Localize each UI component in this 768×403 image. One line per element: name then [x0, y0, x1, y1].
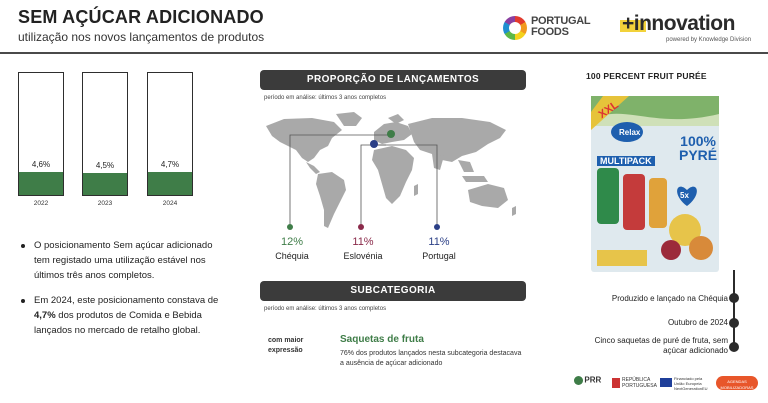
pack-multipack: MULTIPACK — [597, 156, 655, 166]
bar-fill-2022 — [19, 172, 63, 195]
czechia-pct: 12% — [280, 236, 304, 248]
bar-year-2022: 2022 — [33, 200, 49, 207]
bar-2022: 4,6% — [18, 72, 64, 196]
footer-logos: PRR REPÚBLICA PORTUGUESA Financiado pela… — [574, 376, 759, 391]
czechia-map-dot — [387, 130, 395, 138]
share-2024-value: 4,7% — [34, 310, 56, 321]
bullet-stable-usage: O posicionamento Sem açúcar adicionado t… — [20, 238, 220, 283]
republica-logo: REPÚBLICA PORTUGUESA — [612, 376, 658, 390]
bar-year-2024: 2024 — [162, 200, 178, 207]
bar-2023: 4,5% — [82, 72, 128, 196]
portugal-leader-line — [374, 144, 438, 226]
pack-brand: Relax — [619, 128, 641, 137]
czechia-name: Chéquia — [275, 251, 309, 261]
summary-bullets: O posicionamento Sem açúcar adicionado t… — [20, 238, 220, 348]
prr-icon — [574, 376, 583, 385]
pack-count: 5x — [680, 191, 689, 200]
country-portugal: 11% Portugal — [399, 236, 479, 261]
portugal-map-dot — [370, 140, 378, 148]
timeline-dot-2 — [729, 318, 739, 328]
bar-2024: 4,7% — [147, 72, 193, 196]
republica-flag-icon — [612, 378, 620, 388]
bar-fill-2024 — [148, 172, 192, 195]
country-slovenia: 11% Eslovénia — [323, 236, 403, 261]
agendas-logo: AGENDAS MOBILIZADORAS — [716, 376, 758, 390]
portugal-foods-ring-icon — [503, 16, 527, 40]
timeline-description: Cinco saquetas de puré de fruta, sem açú… — [594, 336, 728, 355]
prr-logo: PRR — [574, 376, 608, 390]
bullet-2024-share: Em 2024, este posicionamento constava de… — [20, 293, 220, 338]
timeline-origin: Produzido e lançado na Chéquia — [611, 294, 728, 303]
subcategory-period: período em análise: últimos 3 anos compl… — [264, 306, 387, 312]
subcategory-text: 76% dos produtos lançados nesta subcateg… — [340, 350, 522, 367]
innovation-accent-bar — [620, 20, 646, 32]
portugal-foods-line1: PORTUGAL — [531, 15, 591, 27]
slovenia-pct: 11% — [352, 236, 374, 248]
world-map-graphic — [266, 112, 516, 228]
portugal-end-dot — [434, 224, 440, 230]
bar-value-2023: 4,5% — [95, 161, 115, 170]
subcategory-name: Saquetas de fruta — [340, 334, 424, 345]
innovation-wordmark: +innovation — [622, 12, 735, 35]
slovenia-name: Eslovénia — [343, 251, 383, 261]
world-map — [262, 110, 522, 235]
product-timeline — [733, 270, 735, 348]
innovation-logo: +innovation powered by Knowledge Divisio… — [620, 10, 760, 46]
page-title: SEM AÇÚCAR ADICIONADO — [18, 7, 264, 27]
timeline-date: Outubro de 2024 — [667, 318, 728, 327]
country-czechia: 12% Chéquia — [252, 236, 332, 261]
pack-claim: 100% PYRÉ — [679, 133, 718, 163]
slovenia-leader-line — [360, 144, 386, 226]
slovenia-end-dot — [358, 224, 364, 230]
bar-year-2023: 2023 — [97, 200, 113, 207]
product-pack-graphic — [591, 96, 719, 272]
subcategory-section-title: SUBCATEGORIA — [260, 281, 526, 301]
product-image: XXL Relax 100% PYRÉ MULTIPACK 5x — [583, 90, 733, 280]
subcategory-label: com maior expressão — [268, 337, 304, 354]
innovation-tagline: powered by Knowledge Division — [666, 37, 752, 43]
czechia-leader-line — [289, 134, 391, 226]
timeline-dot-3 — [729, 342, 739, 352]
header-divider — [0, 52, 768, 54]
portugal-name: Portugal — [422, 251, 456, 261]
eu-flag-icon — [660, 378, 672, 387]
timeline-dot-1 — [729, 293, 739, 303]
launches-period: período em análise: últimos 3 anos compl… — [264, 95, 387, 101]
portugal-foods-line2: FOODS — [531, 26, 569, 38]
launches-section-title: PROPORÇÃO DE LANÇAMENTOS — [260, 70, 526, 90]
czechia-end-dot — [287, 224, 293, 230]
bar-value-2022: 4,6% — [31, 160, 51, 169]
product-title: 100 PERCENT FRUIT PURÉE — [586, 71, 707, 81]
bar-fill-2023 — [83, 173, 127, 195]
bar-value-2024: 4,7% — [160, 160, 180, 169]
portugal-foods-logo: PORTUGAL FOODS — [503, 14, 615, 44]
page-subtitle: utilização nos novos lançamentos de prod… — [18, 30, 265, 44]
eu-logo: Financiado pela União Europeia NextGener… — [660, 376, 710, 391]
portugal-pct: 11% — [428, 236, 450, 248]
